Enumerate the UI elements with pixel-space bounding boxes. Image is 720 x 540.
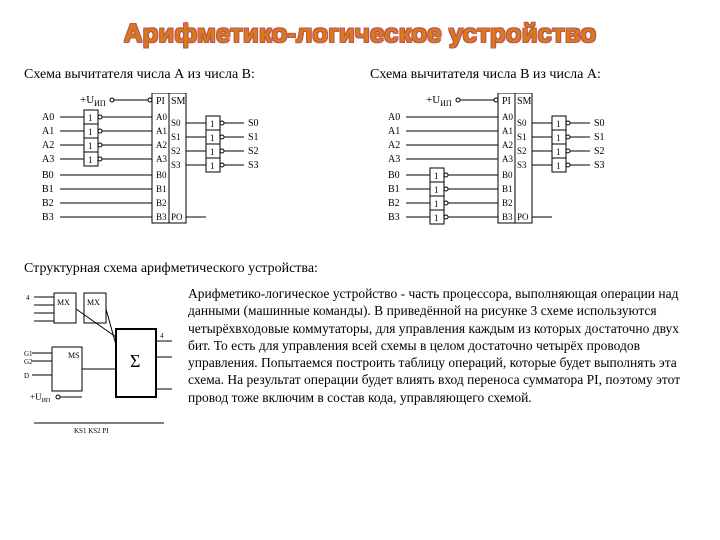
- left-B-group: B0 B0 B1 B1 B2 B2 B3 B3: [42, 170, 167, 223]
- svg-text:A1: A1: [156, 126, 167, 136]
- svg-text:SM: SM: [171, 96, 186, 107]
- svg-text:A1: A1: [502, 126, 513, 136]
- schema-left-caption: Схема вычитателя числа А из числа В:: [24, 67, 350, 83]
- svg-text:1: 1: [88, 155, 93, 165]
- svg-text:A2: A2: [156, 140, 167, 150]
- svg-text:1: 1: [556, 133, 561, 143]
- schema-right: Схема вычитателя числа В из числа А: +UИ…: [370, 67, 696, 243]
- body-text: Арифметико-логическое устройство - часть…: [188, 285, 696, 406]
- svg-text:A2: A2: [388, 140, 400, 151]
- svg-text:B1: B1: [502, 184, 513, 194]
- svg-text:1: 1: [88, 113, 93, 123]
- svg-text:MS: MS: [68, 351, 80, 360]
- svg-text:S1: S1: [171, 132, 181, 142]
- page-title: Арифметико-логическое устройство: [24, 18, 696, 49]
- svg-text:S0: S0: [517, 118, 527, 128]
- svg-text:PO: PO: [517, 212, 529, 222]
- svg-text:S2: S2: [248, 146, 259, 157]
- svg-text:1: 1: [556, 147, 561, 157]
- svg-text:S3: S3: [517, 160, 527, 170]
- schema-right-caption: Схема вычитателя числа В из числа А:: [370, 67, 696, 83]
- svg-text:S2: S2: [517, 146, 527, 156]
- svg-text:1: 1: [434, 213, 439, 223]
- svg-text:D: D: [24, 372, 29, 380]
- svg-text:B2: B2: [156, 198, 167, 208]
- svg-text:1: 1: [434, 185, 439, 195]
- svg-text:1: 1: [88, 141, 93, 151]
- svg-text:1: 1: [210, 119, 215, 129]
- svg-text:+UИП: +UИП: [426, 94, 452, 108]
- schema-left: Схема вычитателя числа А из числа В: +UИ…: [24, 67, 350, 243]
- svg-text:S1: S1: [517, 132, 527, 142]
- svg-text:S3: S3: [248, 160, 259, 171]
- svg-text:1: 1: [556, 161, 561, 171]
- svg-text:B0: B0: [388, 170, 400, 181]
- svg-text:S0: S0: [248, 118, 259, 129]
- svg-text:A2: A2: [42, 140, 54, 151]
- schema-right-svg: +UИП PI SM A0 A0 A1 A1 A2 A2 A3 A3: [370, 93, 696, 243]
- svg-text:1: 1: [434, 171, 439, 181]
- svg-text:1: 1: [556, 119, 561, 129]
- svg-text:Σ: Σ: [130, 351, 140, 371]
- svg-text:PO: PO: [171, 212, 183, 222]
- svg-text:MX: MX: [87, 298, 100, 307]
- svg-text:A0: A0: [502, 112, 513, 122]
- svg-text:B1: B1: [156, 184, 167, 194]
- svg-text:B2: B2: [388, 198, 400, 209]
- svg-text:B2: B2: [42, 198, 54, 209]
- svg-text:S3: S3: [594, 160, 605, 171]
- svg-text:G2: G2: [24, 358, 33, 366]
- svg-text:MX: MX: [57, 298, 70, 307]
- svg-text:1: 1: [210, 147, 215, 157]
- svg-text:+UИП: +UИП: [80, 94, 106, 108]
- svg-text:B0: B0: [502, 170, 513, 180]
- struct-caption: Структурная схема арифметического устрой…: [24, 261, 696, 277]
- svg-text:S0: S0: [594, 118, 605, 129]
- svg-text:4: 4: [160, 332, 164, 340]
- svg-text:B3: B3: [42, 212, 54, 223]
- schemas-row: Схема вычитателя числа А из числа В: +UИ…: [24, 67, 696, 243]
- svg-text:A2: A2: [502, 140, 513, 150]
- struct-diagram: MX MX 4 MS G1 G2 D +UИП Σ 4: [24, 285, 174, 439]
- left-A-group: A0 1 A0 A1 1 A: [42, 110, 167, 166]
- svg-text:1: 1: [210, 133, 215, 143]
- svg-text:B1: B1: [388, 184, 400, 195]
- svg-text:PI: PI: [156, 96, 165, 107]
- svg-text:A3: A3: [388, 154, 400, 165]
- svg-text:1: 1: [210, 161, 215, 171]
- schema-left-svg: +UИП PI SM A0 1: [24, 93, 350, 243]
- struct-row: MX MX 4 MS G1 G2 D +UИП Σ 4: [24, 285, 696, 439]
- svg-text:B2: B2: [502, 198, 513, 208]
- svg-text:S1: S1: [594, 132, 605, 143]
- svg-text:B3: B3: [502, 212, 513, 222]
- svg-text:SM: SM: [517, 96, 532, 107]
- svg-text:B0: B0: [42, 170, 54, 181]
- svg-text:KS1 KS2 PI: KS1 KS2 PI: [74, 427, 109, 435]
- svg-text:A3: A3: [156, 154, 167, 164]
- svg-text:A1: A1: [42, 126, 54, 137]
- svg-text:S3: S3: [171, 160, 181, 170]
- svg-text:S1: S1: [248, 132, 259, 143]
- svg-text:A3: A3: [42, 154, 54, 165]
- svg-text:A0: A0: [42, 112, 54, 123]
- svg-text:B3: B3: [388, 212, 400, 223]
- svg-text:S2: S2: [594, 146, 605, 157]
- svg-text:1: 1: [434, 199, 439, 209]
- svg-text:A0: A0: [388, 112, 400, 123]
- svg-text:S2: S2: [171, 146, 181, 156]
- left-S-group: S0 1 S0 S1 1 S1: [171, 116, 259, 172]
- svg-text:G1: G1: [24, 350, 33, 358]
- svg-text:PI: PI: [502, 96, 511, 107]
- svg-text:+UИП: +UИП: [30, 392, 51, 404]
- svg-text:4: 4: [26, 294, 30, 302]
- svg-text:A1: A1: [388, 126, 400, 137]
- svg-text:S0: S0: [171, 118, 181, 128]
- svg-text:B3: B3: [156, 212, 167, 222]
- svg-text:1: 1: [88, 127, 93, 137]
- svg-text:B0: B0: [156, 170, 167, 180]
- svg-text:A3: A3: [502, 154, 513, 164]
- svg-text:A0: A0: [156, 112, 167, 122]
- svg-text:B1: B1: [42, 184, 54, 195]
